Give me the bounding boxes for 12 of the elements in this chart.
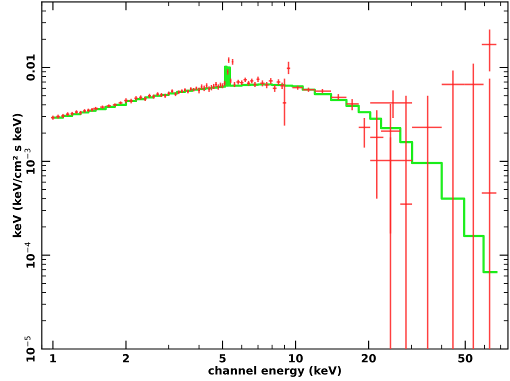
y-tick-label: 10$^{−4}$ — [24, 242, 35, 268]
x-tick-label: 10 — [289, 354, 303, 362]
y-tick-label: 10$^{−5}$ — [24, 336, 35, 362]
x-tick-label: 50 — [458, 354, 472, 362]
x-tick-label: 20 — [362, 354, 376, 362]
x-tick-label: 5 — [220, 354, 226, 362]
x-axis-title: channel energy (keV) — [208, 366, 341, 377]
x-tick-label: 2 — [122, 354, 129, 362]
y-tick-label: 0.01 — [26, 54, 35, 81]
y-tick-label: 10$^{−3}$ — [24, 148, 35, 174]
x-tick-label: 1 — [50, 354, 56, 362]
y-axis-title: keV (keV/cm² s keV) — [12, 114, 23, 238]
